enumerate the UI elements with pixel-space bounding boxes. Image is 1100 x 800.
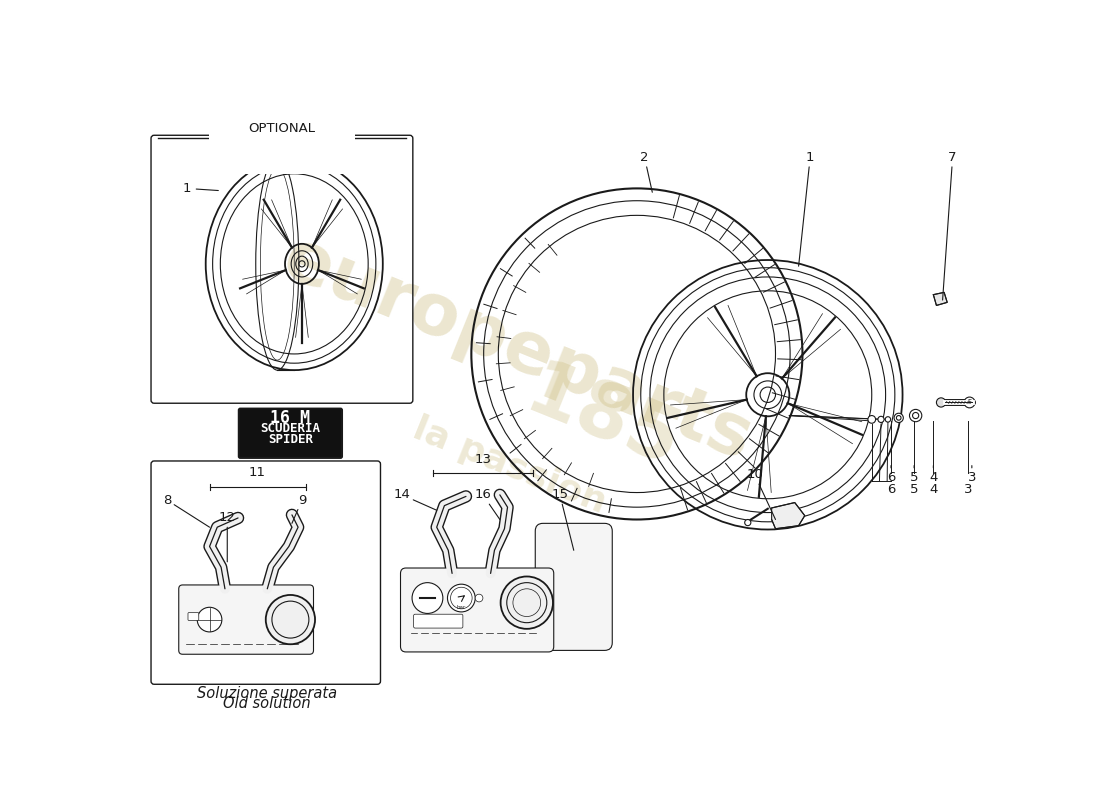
Circle shape: [448, 584, 475, 612]
Text: 5: 5: [910, 482, 918, 495]
Text: 3: 3: [968, 466, 976, 484]
Text: SPIDER: SPIDER: [268, 433, 312, 446]
Circle shape: [910, 410, 922, 422]
Text: SCUDERIA: SCUDERIA: [261, 422, 320, 435]
Circle shape: [266, 595, 315, 644]
Polygon shape: [772, 502, 805, 529]
Text: 6: 6: [887, 482, 895, 495]
Text: F: F: [968, 399, 971, 406]
Circle shape: [745, 519, 751, 526]
FancyBboxPatch shape: [188, 613, 199, 620]
Text: 1: 1: [799, 151, 814, 266]
Text: 12: 12: [219, 511, 235, 562]
Text: bar: bar: [456, 605, 466, 610]
FancyBboxPatch shape: [178, 585, 314, 654]
Polygon shape: [933, 292, 947, 306]
Circle shape: [936, 398, 946, 407]
Circle shape: [964, 397, 975, 408]
Text: la passion: la passion: [408, 411, 612, 520]
Text: 5: 5: [910, 466, 918, 484]
Text: 3: 3: [964, 482, 972, 495]
Text: europeparts: europeparts: [273, 225, 762, 476]
Text: 4: 4: [930, 482, 937, 495]
FancyBboxPatch shape: [239, 409, 342, 458]
FancyBboxPatch shape: [536, 523, 613, 650]
Text: 2: 2: [640, 151, 652, 192]
Text: Old solution: Old solution: [223, 696, 311, 711]
Text: 7: 7: [943, 151, 957, 300]
Circle shape: [868, 415, 876, 423]
Circle shape: [896, 415, 901, 420]
Circle shape: [500, 577, 553, 629]
Circle shape: [878, 416, 884, 422]
Text: 14: 14: [394, 488, 437, 510]
Text: 185: 185: [515, 355, 690, 483]
Text: 11: 11: [249, 466, 266, 479]
Text: 15: 15: [551, 488, 574, 550]
Text: 1: 1: [183, 182, 218, 195]
Circle shape: [451, 587, 472, 609]
Text: 16 M: 16 M: [271, 409, 310, 427]
FancyBboxPatch shape: [414, 614, 463, 628]
Circle shape: [197, 607, 222, 632]
Text: 9: 9: [292, 494, 306, 523]
Text: 16: 16: [474, 488, 499, 519]
Text: 8: 8: [163, 494, 209, 527]
Text: 4: 4: [930, 466, 937, 484]
Text: Soluzione superata: Soluzione superata: [197, 686, 338, 701]
Circle shape: [886, 417, 891, 422]
Circle shape: [412, 582, 443, 614]
Text: OPTIONAL: OPTIONAL: [249, 122, 316, 134]
FancyBboxPatch shape: [400, 568, 553, 652]
Circle shape: [475, 594, 483, 602]
Circle shape: [913, 413, 918, 418]
Text: 10: 10: [746, 468, 776, 519]
Circle shape: [894, 414, 903, 422]
Text: 13: 13: [474, 453, 492, 466]
Text: 6: 6: [887, 466, 895, 484]
